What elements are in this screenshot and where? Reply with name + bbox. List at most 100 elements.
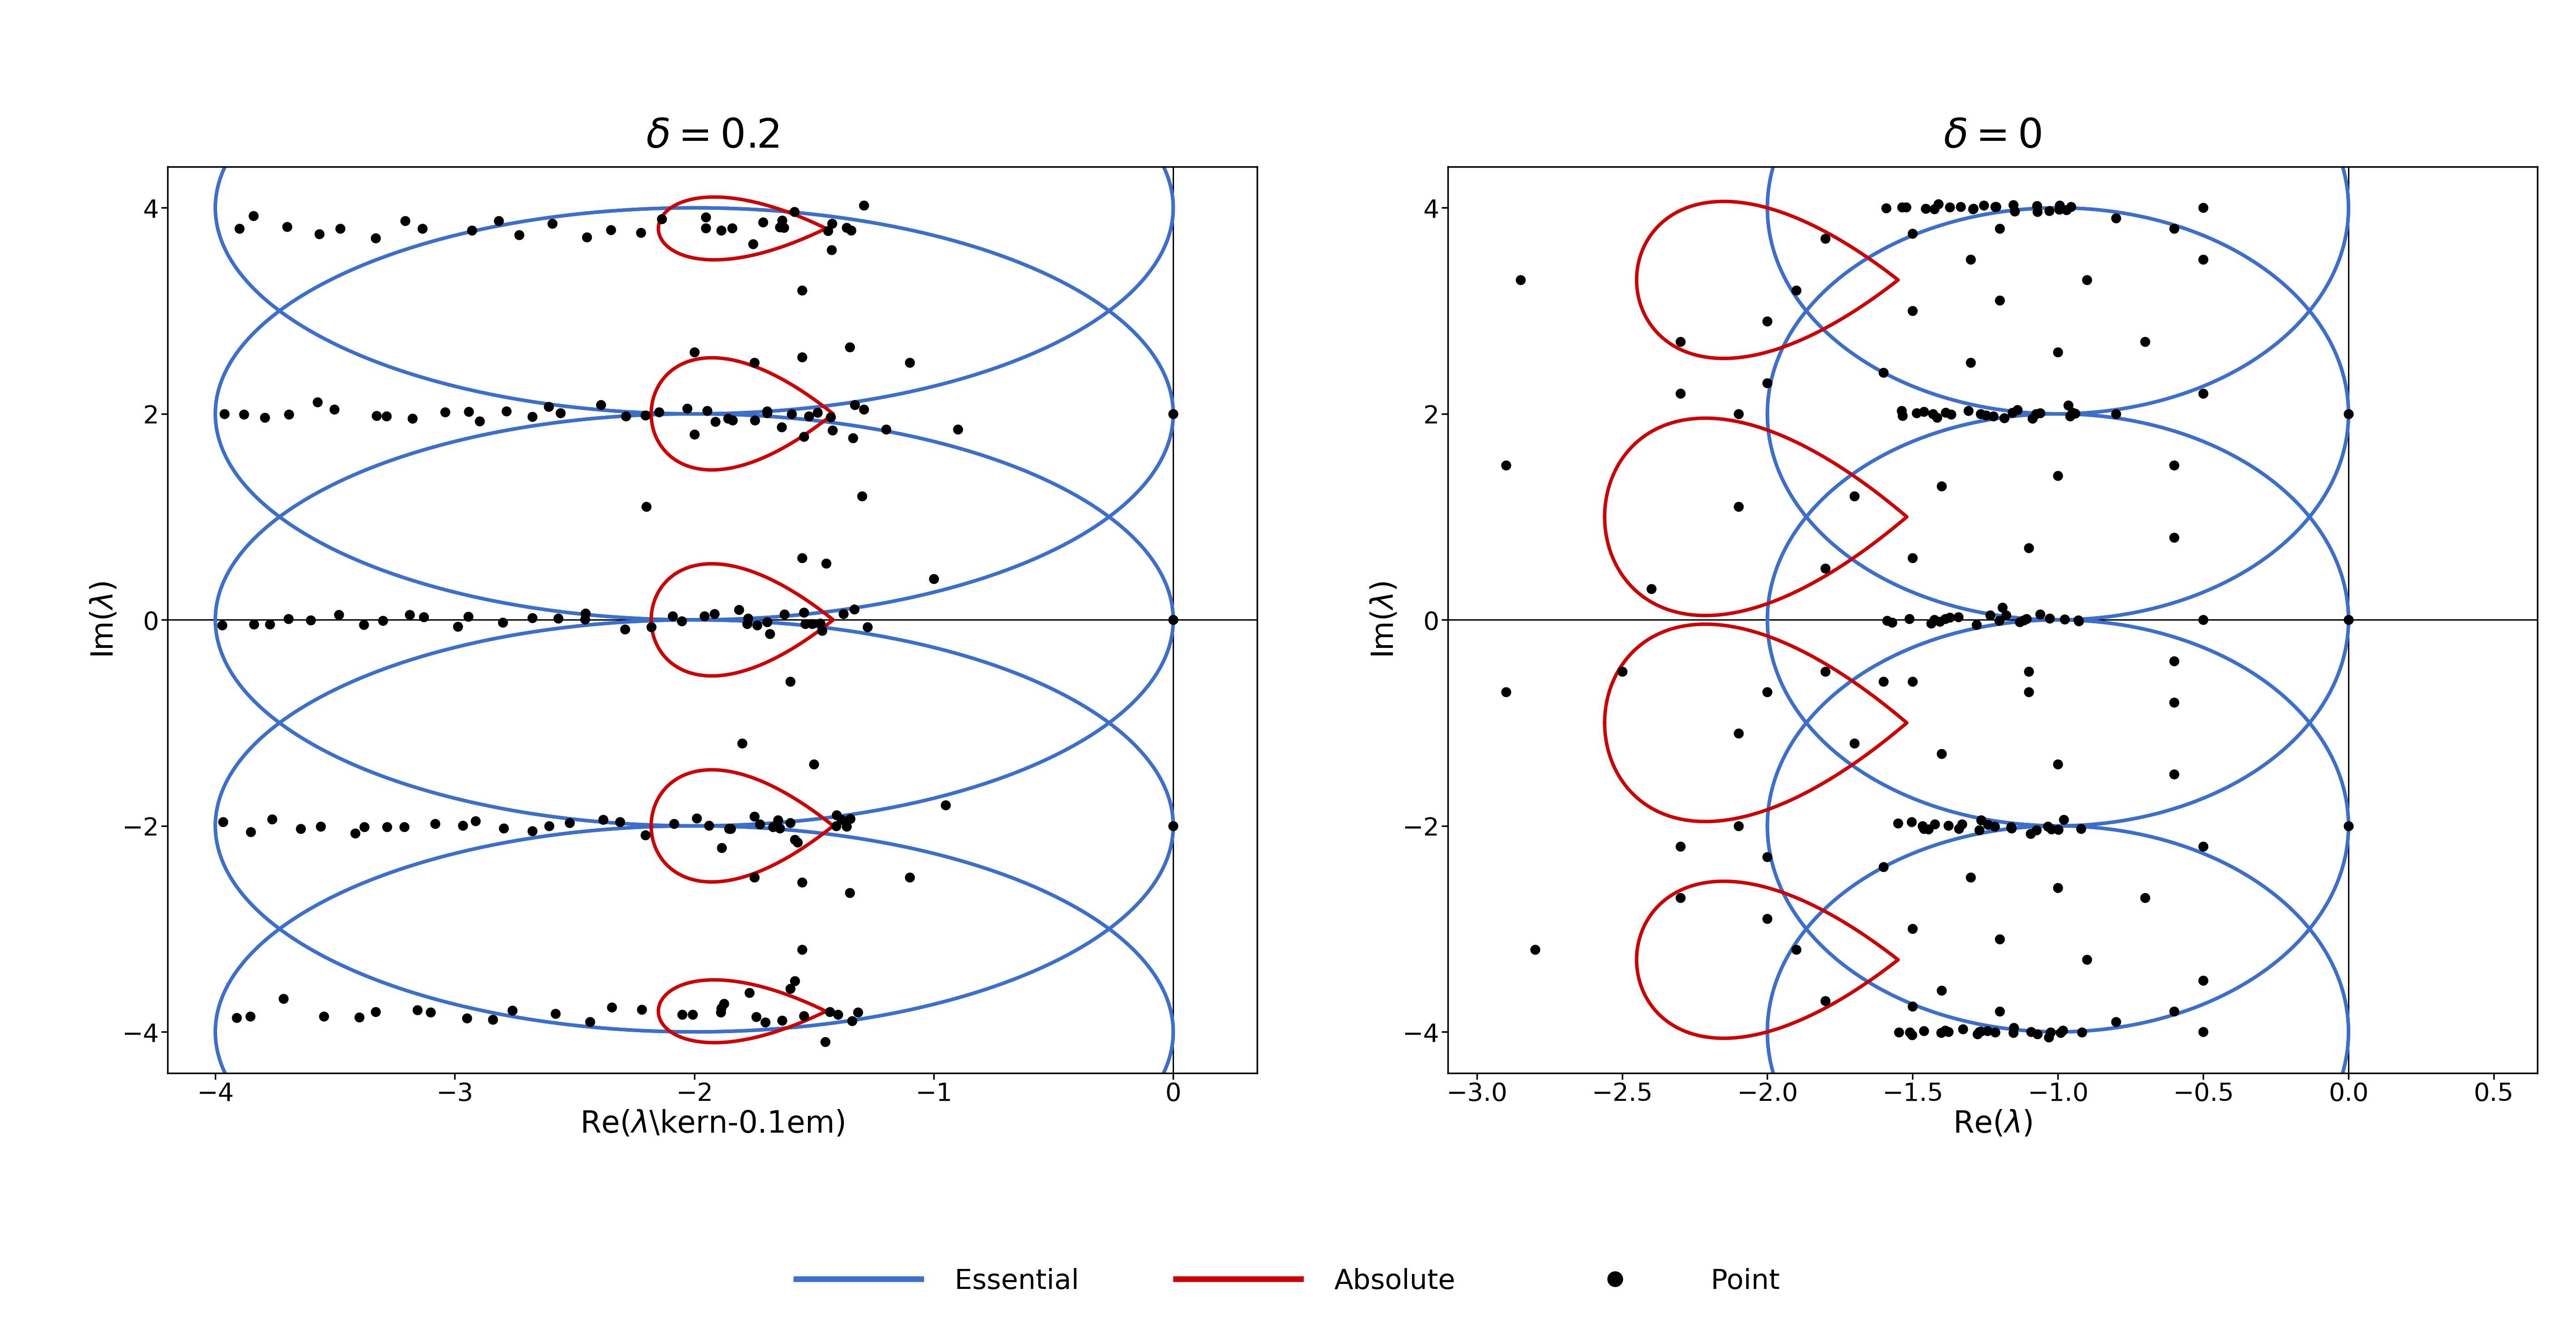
Point	[737, 615, 778, 636]
Point	[1806, 661, 1847, 682]
Point	[2058, 611, 2099, 632]
Point	[487, 401, 528, 423]
Point	[829, 336, 871, 357]
Point	[513, 820, 554, 841]
Point	[1978, 217, 2020, 239]
Point	[621, 221, 662, 243]
Point	[1919, 611, 1960, 632]
Point	[2009, 661, 2050, 682]
Point	[675, 808, 716, 829]
Point	[783, 603, 824, 624]
Point	[384, 816, 425, 837]
Point	[889, 866, 930, 888]
Point	[2048, 395, 2089, 416]
Point	[2038, 877, 2079, 898]
Point	[1960, 404, 2002, 425]
Point	[2182, 249, 2223, 271]
Point	[1929, 196, 1971, 217]
Point	[1973, 816, 2014, 837]
Point	[538, 608, 580, 629]
Point	[747, 401, 788, 423]
Point	[1880, 400, 1922, 421]
Point	[788, 405, 829, 427]
Point	[1973, 1021, 2014, 1042]
Point	[1965, 405, 2007, 427]
Point	[1958, 1021, 1999, 1042]
Point	[2040, 195, 2081, 216]
Y-axis label: Im($\lambda$): Im($\lambda$)	[1370, 581, 1399, 659]
Point	[2038, 753, 2079, 774]
Point	[1834, 733, 1875, 754]
Point	[1486, 681, 1528, 702]
Point	[778, 832, 819, 853]
Point	[783, 425, 824, 447]
Point	[1981, 597, 2022, 619]
Point	[366, 816, 407, 837]
Point	[1891, 996, 1932, 1017]
Point	[1986, 605, 2027, 627]
Point	[811, 213, 853, 235]
Point	[701, 1001, 742, 1022]
Point	[1950, 249, 1991, 271]
Point	[389, 604, 430, 625]
Point	[319, 217, 361, 239]
Point	[696, 411, 737, 432]
Point	[1896, 403, 1937, 424]
Point	[2038, 818, 2079, 840]
Point	[528, 396, 569, 417]
Point	[760, 817, 801, 838]
Point	[304, 1006, 345, 1028]
Point	[711, 818, 752, 840]
Point	[2094, 208, 2136, 229]
Point	[762, 217, 804, 239]
Point	[781, 280, 822, 301]
Point	[750, 624, 791, 645]
Point	[1996, 399, 2038, 420]
Point	[739, 813, 781, 834]
Point	[1775, 938, 1816, 960]
Point	[837, 1002, 878, 1024]
Point	[1891, 918, 1932, 940]
Point	[513, 608, 554, 629]
Point	[2009, 681, 2050, 702]
Point	[770, 812, 811, 833]
Point	[822, 604, 863, 625]
Point	[2020, 604, 2061, 625]
Point	[2045, 609, 2087, 631]
Point	[1151, 403, 1193, 424]
Point	[1994, 1017, 2035, 1038]
Point	[829, 882, 871, 904]
Point	[2182, 836, 2223, 857]
Point	[2125, 888, 2166, 909]
X-axis label: Re($\lambda$): Re($\lambda$)	[1953, 1109, 2032, 1138]
Point	[541, 403, 582, 424]
Point	[2050, 196, 2092, 217]
Point	[652, 605, 693, 627]
Point	[2027, 1026, 2069, 1048]
Point	[1958, 1024, 1999, 1045]
Point	[605, 405, 647, 427]
Point	[1994, 1022, 2035, 1044]
Point	[1929, 404, 1971, 425]
Point	[832, 1010, 873, 1032]
Point	[721, 733, 762, 754]
Point	[626, 405, 667, 427]
Point	[2154, 764, 2195, 785]
Point	[484, 817, 526, 838]
Point	[729, 982, 770, 1004]
Point	[811, 407, 853, 428]
Point	[662, 611, 703, 632]
Point	[252, 809, 294, 830]
Point	[580, 395, 621, 416]
Point	[268, 404, 309, 425]
Point	[1718, 496, 1759, 517]
Point	[1940, 196, 1981, 217]
Point	[621, 998, 662, 1020]
Point	[2017, 195, 2058, 216]
Point	[835, 599, 876, 620]
Point	[1904, 818, 1945, 840]
Point	[448, 401, 489, 423]
Point	[1950, 352, 1991, 373]
Point	[319, 604, 361, 625]
Point	[1978, 1001, 2020, 1022]
